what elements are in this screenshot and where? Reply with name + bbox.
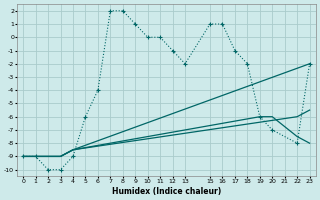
X-axis label: Humidex (Indice chaleur): Humidex (Indice chaleur)	[112, 187, 221, 196]
